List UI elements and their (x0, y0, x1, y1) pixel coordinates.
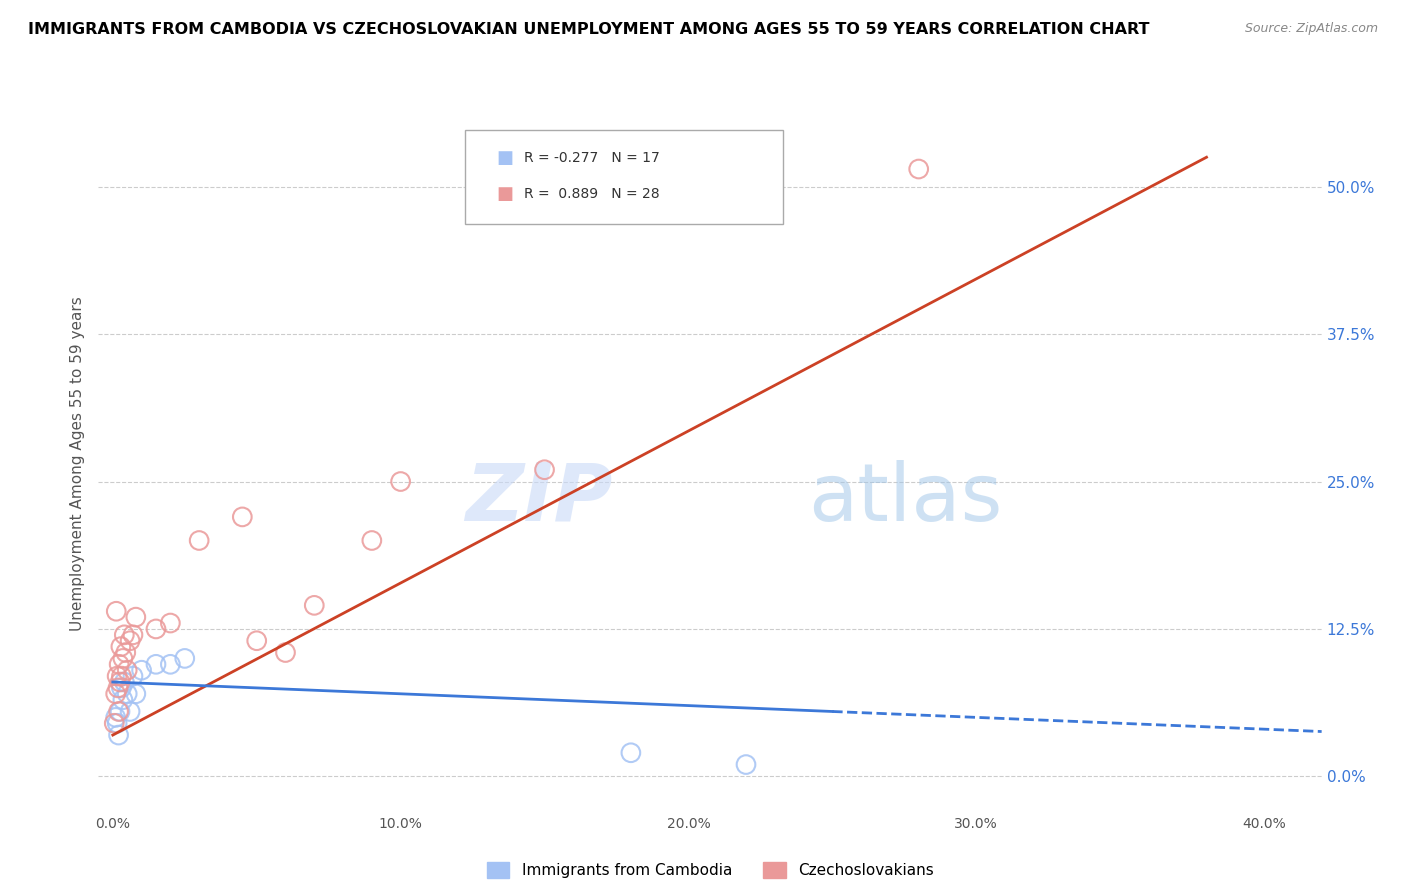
Point (107, 705, 129, 719)
Point (125, 610, 148, 624)
Point (108, 705, 131, 719)
Point (110, 640, 132, 654)
Text: ■: ■ (496, 185, 513, 202)
Point (107, 681, 129, 695)
Point (246, 633, 269, 648)
Point (173, 651, 195, 665)
Text: R =  0.889   N = 28: R = 0.889 N = 28 (524, 187, 659, 201)
Point (120, 705, 142, 719)
Point (122, 628, 145, 642)
Point (108, 675, 131, 690)
Point (274, 646, 297, 660)
Y-axis label: Unemployment Among Ages 55 to 59 years: Unemployment Among Ages 55 to 59 years (69, 296, 84, 632)
Point (304, 599, 326, 613)
Point (188, 533, 211, 548)
Point (105, 716, 128, 731)
Point (111, 692, 134, 706)
Point (145, 622, 167, 636)
Point (111, 651, 134, 665)
Point (103, 716, 125, 731)
Point (122, 669, 145, 683)
Point (159, 615, 181, 630)
Point (115, 663, 138, 677)
Point (125, 687, 148, 701)
Text: Source: ZipAtlas.com: Source: ZipAtlas.com (1244, 22, 1378, 36)
Point (112, 628, 135, 642)
Point (104, 687, 127, 701)
Point (735, 757, 758, 772)
Point (104, 710, 127, 724)
Point (907, 161, 929, 176)
FancyBboxPatch shape (465, 130, 783, 224)
Point (108, 657, 131, 672)
Point (115, 687, 138, 701)
Text: ■: ■ (496, 149, 513, 167)
Point (389, 475, 412, 489)
Point (110, 669, 132, 683)
Point (131, 663, 153, 677)
Point (114, 646, 136, 660)
Point (105, 669, 128, 683)
Point (112, 675, 135, 690)
Point (533, 463, 555, 477)
Point (107, 728, 129, 742)
Point (159, 657, 181, 672)
Point (110, 681, 132, 695)
Legend: Immigrants from Cambodia, Czechoslovakians: Immigrants from Cambodia, Czechoslovakia… (481, 856, 939, 884)
Text: IMMIGRANTS FROM CAMBODIA VS CZECHOSLOVAKIAN UNEMPLOYMENT AMONG AGES 55 TO 59 YEA: IMMIGRANTS FROM CAMBODIA VS CZECHOSLOVAK… (28, 22, 1150, 37)
Point (231, 509, 253, 524)
Text: R = -0.277   N = 17: R = -0.277 N = 17 (524, 151, 659, 165)
Point (145, 657, 167, 672)
Point (620, 746, 643, 760)
Text: atlas: atlas (808, 459, 1002, 538)
Point (360, 533, 382, 548)
Point (120, 633, 142, 648)
Text: ZIP: ZIP (465, 459, 612, 538)
Point (105, 604, 128, 618)
